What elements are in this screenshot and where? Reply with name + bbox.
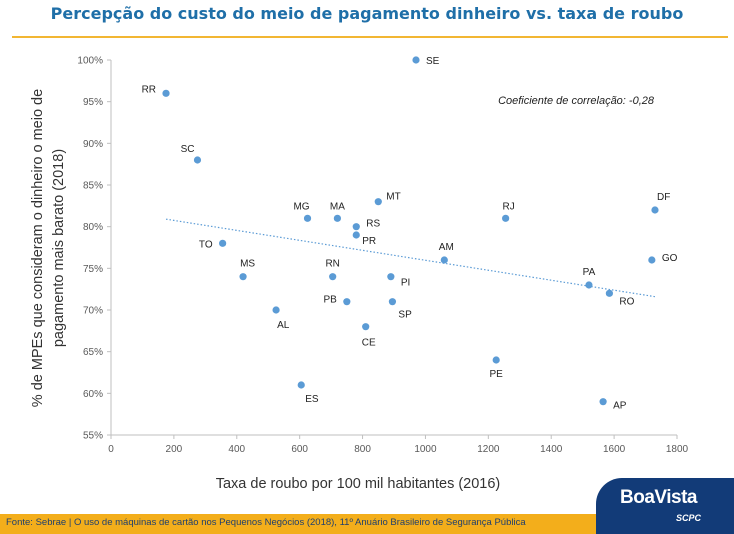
point-label-pe: PE [490, 369, 504, 380]
x-tick-label: 800 [354, 444, 371, 455]
point-label-df: DF [657, 192, 670, 203]
x-tick-label: 1200 [477, 444, 500, 455]
data-point-rr [162, 89, 170, 97]
point-label-ms: MS [240, 259, 255, 270]
y-tick-label: 60% [83, 389, 103, 400]
data-point-ms [239, 273, 247, 281]
point-label-se: SE [426, 56, 440, 67]
point-label-es: ES [305, 394, 319, 405]
y-axis-label-line1: % de MPEs que consideram o dinheiro o me… [30, 89, 46, 407]
data-point-df [651, 206, 659, 214]
data-point-am [440, 256, 448, 264]
point-label-ro: RO [619, 296, 634, 307]
source-text: Fonte: Sebrae | O uso de máquinas de car… [6, 517, 526, 528]
point-label-go: GO [662, 253, 678, 264]
title-underline [12, 36, 728, 38]
point-label-pa: PA [583, 267, 596, 278]
point-label-rr: RR [142, 84, 156, 95]
point-label-mg: MG [293, 201, 309, 212]
point-label-mt: MT [386, 192, 400, 203]
point-label-pb: PB [323, 295, 337, 306]
y-tick-label: 75% [83, 264, 103, 275]
data-point-pe [492, 356, 500, 364]
x-tick-label: 1600 [603, 444, 626, 455]
data-point-pb [343, 298, 351, 306]
data-point-ma [333, 214, 341, 222]
data-point-mt [374, 198, 382, 206]
data-point-ap [599, 398, 607, 406]
footer-bar [0, 514, 734, 534]
data-point-pi [387, 273, 395, 281]
point-label-ma: MA [330, 201, 345, 212]
data-point-rn [329, 273, 337, 281]
data-point-to [219, 239, 227, 247]
data-point-al [272, 306, 280, 314]
data-point-rs [352, 223, 360, 231]
point-label-ap: AP [613, 401, 627, 412]
y-axis-label-line2: pagamento mais barato (2018) [51, 149, 67, 347]
x-tick-label: 400 [228, 444, 245, 455]
point-label-rs: RS [366, 219, 380, 230]
data-point-sp [388, 298, 397, 306]
data-point-ce [362, 323, 370, 331]
boavista-logo [596, 478, 734, 534]
data-point-pa [585, 281, 593, 289]
x-tick-label: 600 [291, 444, 308, 455]
data-point-sc [193, 156, 202, 164]
chart-title: Percepção do custo do meio de pagamento … [50, 4, 684, 23]
x-tick-label: 1400 [540, 444, 563, 455]
y-tick-label: 70% [83, 306, 103, 317]
y-tick-label: 80% [83, 222, 103, 233]
point-label-rj: RJ [503, 201, 515, 212]
point-label-am: AM [439, 242, 454, 253]
point-label-pi: PI [401, 278, 410, 289]
y-tick-label: 100% [77, 56, 103, 67]
data-point-es [297, 381, 305, 389]
y-tick-label: 55% [83, 431, 103, 442]
y-tick-label: 90% [83, 139, 103, 150]
point-label-al: AL [277, 320, 290, 331]
point-label-rn: RN [325, 259, 339, 270]
y-tick-label: 85% [83, 181, 103, 192]
logo-subtext: SCPC [676, 513, 702, 523]
data-point-mg [303, 214, 312, 222]
point-label-sc: SC [181, 144, 195, 155]
logo-text: BoaVista [620, 487, 697, 508]
y-tick-label: 95% [83, 97, 103, 108]
y-tick-label: 65% [83, 347, 103, 358]
x-axis-label: Taxa de roubo por 100 mil habitantes (20… [216, 476, 501, 492]
x-tick-label: 1800 [666, 444, 689, 455]
correlation-annotation: Coeficiente de correlação: -0,28 [498, 95, 655, 107]
x-tick-label: 200 [166, 444, 183, 455]
data-point-se [412, 56, 420, 64]
data-point-go [648, 256, 656, 264]
data-point-rj [502, 214, 510, 222]
point-label-sp: SP [398, 310, 412, 321]
x-tick-label: 0 [108, 444, 114, 455]
point-label-to: TO [199, 239, 213, 250]
point-label-pr: PR [362, 236, 376, 247]
data-point-ro [605, 289, 613, 297]
x-tick-label: 1000 [414, 444, 437, 455]
point-label-ce: CE [362, 338, 376, 349]
data-point-pr [352, 231, 360, 239]
